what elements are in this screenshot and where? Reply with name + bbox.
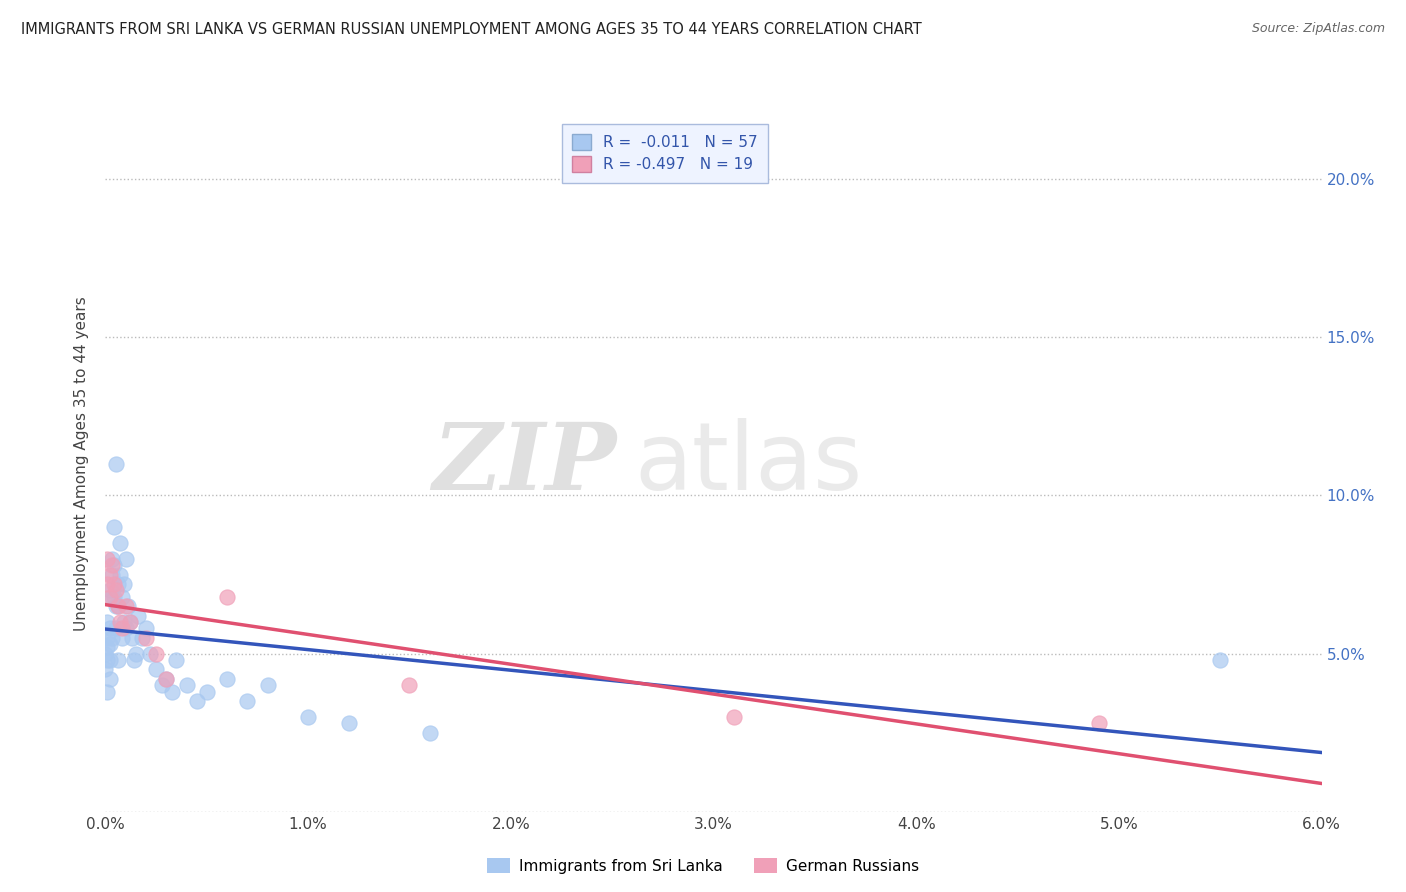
Point (337, 716, 360, 731)
Point (100, 567, 122, 582)
Point (107, 577, 129, 591)
Point (104, 457, 127, 471)
Point (112, 577, 135, 591)
Text: IMMIGRANTS FROM SRI LANKA VS GERMAN RUSSIAN UNEMPLOYMENT AMONG AGES 35 TO 44 YEA: IMMIGRANTS FROM SRI LANKA VS GERMAN RUSS… (21, 22, 922, 37)
Point (96, 653, 118, 667)
Point (96, 551, 118, 566)
Point (103, 520, 125, 534)
Point (94, 662, 117, 676)
Point (100, 558, 122, 572)
Point (236, 694, 259, 708)
Point (98, 567, 121, 582)
Point (111, 621, 134, 635)
Point (127, 608, 149, 623)
Point (723, 710, 745, 724)
Point (1087, 716, 1109, 731)
Legend: R =  -0.011   N = 57, R = -0.497   N = 19: R = -0.011 N = 57, R = -0.497 N = 19 (561, 124, 768, 183)
Point (103, 577, 125, 591)
Point (150, 678, 173, 692)
Point (155, 672, 177, 686)
Point (131, 631, 153, 645)
Point (114, 599, 136, 614)
Point (100, 590, 122, 604)
Point (155, 672, 177, 686)
Point (98, 583, 121, 598)
Point (98, 621, 121, 635)
Point (98, 672, 121, 686)
Text: Source: ZipAtlas.com: Source: ZipAtlas.com (1251, 22, 1385, 36)
Point (108, 615, 131, 629)
Point (139, 647, 162, 661)
Point (135, 621, 157, 635)
Y-axis label: Unemployment Among Ages 35 to 44 years: Unemployment Among Ages 35 to 44 years (75, 296, 90, 632)
Point (107, 599, 129, 614)
Point (217, 672, 239, 686)
Point (96, 631, 118, 645)
Point (96, 684, 118, 698)
Point (165, 653, 187, 667)
Point (256, 678, 278, 692)
Point (98, 653, 121, 667)
Point (103, 590, 125, 604)
Point (176, 678, 198, 692)
Point (111, 590, 134, 604)
Point (108, 567, 131, 582)
Point (1209, 653, 1232, 667)
Point (94, 647, 117, 661)
Point (217, 590, 239, 604)
Point (114, 551, 136, 566)
Point (114, 621, 136, 635)
Point (100, 551, 122, 566)
Point (104, 621, 127, 635)
Point (122, 653, 145, 667)
Text: atlas: atlas (634, 417, 863, 510)
Point (103, 558, 125, 572)
Point (98, 590, 121, 604)
Point (118, 615, 141, 629)
Point (111, 631, 134, 645)
Point (104, 583, 127, 598)
Point (117, 599, 139, 614)
Point (186, 694, 208, 708)
Point (107, 599, 129, 614)
Point (398, 678, 420, 692)
Point (118, 615, 141, 629)
Point (121, 631, 143, 645)
Point (162, 684, 184, 698)
Legend: Immigrants from Sri Lanka, German Russians: Immigrants from Sri Lanka, German Russia… (481, 852, 925, 880)
Point (419, 725, 441, 739)
Point (112, 615, 135, 629)
Point (98, 637, 121, 651)
Point (145, 662, 167, 676)
Point (104, 599, 127, 614)
Point (107, 653, 129, 667)
Point (108, 536, 131, 550)
Point (145, 647, 167, 661)
Point (125, 647, 148, 661)
Point (100, 631, 122, 645)
Point (96, 577, 118, 591)
Text: ZIP: ZIP (432, 419, 616, 508)
Point (297, 710, 319, 724)
Point (135, 631, 157, 645)
Point (96, 640, 118, 655)
Point (195, 684, 218, 698)
Point (96, 615, 118, 629)
